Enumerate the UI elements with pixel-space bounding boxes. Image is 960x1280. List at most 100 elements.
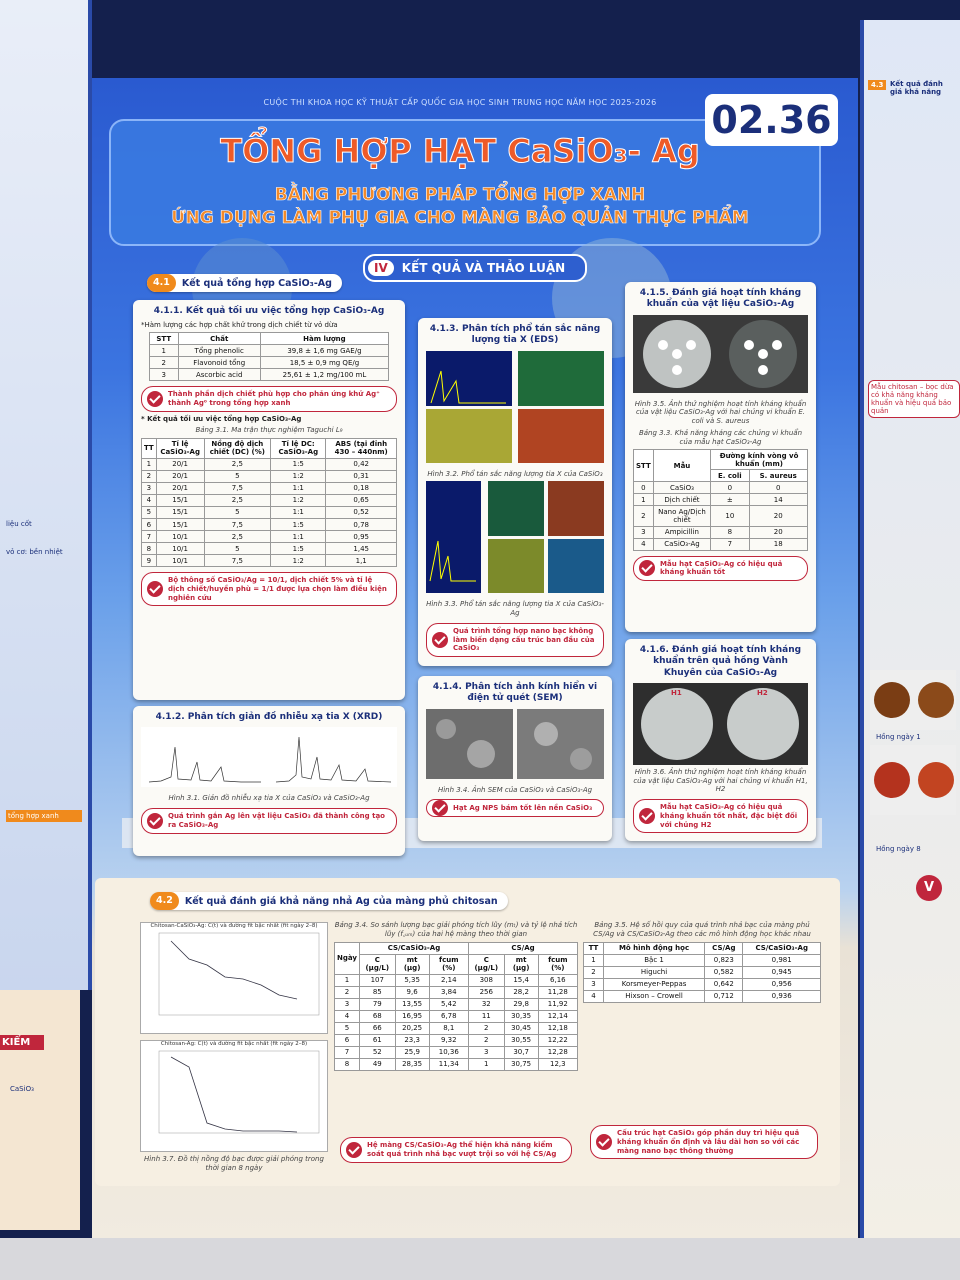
table-cell: 1: [141, 457, 157, 471]
table-cell: 11,28: [537, 985, 579, 999]
table-cell: 7: [141, 530, 157, 544]
panel-title: 4.1.2. Phân tích giản đồ nhiễu xạ tia X …: [155, 712, 383, 722]
right-text: Mẫu chitosan – bọc dừa có khả năng kháng…: [868, 380, 960, 418]
table-cell: 4: [633, 537, 654, 551]
table-cell: Higuchi: [602, 965, 706, 979]
left-text: CaSiO₃: [10, 1085, 34, 1093]
table-cell: 28,2: [503, 985, 539, 999]
table-cell: 49: [358, 1057, 396, 1072]
note: *Hàm lượng các hợp chất khử trong dịch c…: [141, 321, 338, 330]
table-cell: 0,65: [325, 493, 397, 507]
table-cell: 5,35: [394, 973, 430, 987]
table-cell: 11: [467, 1009, 505, 1023]
check-icon: [346, 1141, 362, 1158]
subheader-cell: mt (µg): [394, 953, 430, 975]
table-cell: 2: [149, 356, 179, 370]
chart-image: Chitosan-CaSiO₃-Ag: C(t) và đường fit bậ…: [140, 922, 328, 1034]
callout-text: Cấu trúc hạt CaSiO₃ góp phần duy trì hiệ…: [617, 1129, 800, 1155]
subheader-row: E. coli S. aureus: [634, 469, 808, 483]
callout-text: Quá trình tổng hợp nano bạc không làm bi…: [453, 626, 595, 653]
table-cell: 0,95: [325, 530, 397, 544]
table-row: 3 Korsmeyer-Peppas 0,642 0,956: [583, 977, 821, 991]
panel-title: 4.1.6. Đánh giá hoạt tính kháng khuẩn tr…: [639, 645, 802, 678]
table-cell: 39,8 ± 1,6 mg GAE/g: [259, 344, 390, 358]
table-cell: 3: [149, 368, 179, 382]
table-cell: 2: [141, 469, 157, 483]
panel-411: 4.1.1. Kết quả tối ưu việc tổng hợp CaSi…: [133, 300, 405, 700]
table-cell: 7,5: [203, 518, 272, 532]
callout: Quá trình gắn Ag lên vật liệu CaSiO₃ đã …: [141, 808, 397, 834]
floor: [0, 1238, 960, 1280]
table: TT Tỉ lệ CaSiO₃-Ag Nồng độ dịch chiết (DC)…: [141, 437, 397, 568]
table-cell: 5: [141, 505, 157, 520]
header-cell: STT: [149, 332, 179, 346]
subheader-cell: E. coli: [710, 469, 750, 483]
table-cell: 1:5: [270, 542, 327, 556]
table-cell: 1: [149, 344, 179, 358]
table-cell: 1,45: [325, 542, 397, 556]
caption: Hình 3.6. Ảnh thử nghiệm hoạt tính kháng…: [633, 767, 808, 794]
section-heading: Kết quả đánh giá khả năng nhả Ag của màn…: [184, 895, 498, 907]
table-cell: 1:1: [270, 530, 327, 544]
caption: Hình 3.1. Giản đồ nhiễu xạ tia X của CaS…: [168, 794, 370, 803]
eds-figure-2: [426, 481, 604, 594]
table-cell: Korsmeyer-Peppas: [602, 977, 706, 991]
table-row: 8 10/1 5 1:5 1,45: [141, 542, 397, 556]
table-cell: 61: [358, 1033, 396, 1047]
right-text: 4.3: [868, 80, 887, 90]
table-row: 3 Ascorbic acid 25,61 ± 1,2 mg/100 mL: [149, 368, 390, 382]
table-cell: 12,14: [537, 1009, 579, 1023]
subheader-cell: fcum (%): [428, 953, 469, 975]
section-heading: Kết quả tổng hợp CaSiO₃-Ag: [181, 277, 332, 289]
table-cell: 79: [358, 997, 396, 1011]
right-section-num: V: [916, 875, 942, 901]
table-cell: 5: [203, 505, 272, 520]
caption: Hình 3.7. Đồ thị nồng độ bạc được giải p…: [144, 1155, 324, 1172]
table-cell: 20,25: [394, 1021, 430, 1035]
table-cell: 4: [583, 989, 604, 1003]
panel-413: 4.1.3. Phân tích phổ tán sắc năng lượng …: [418, 318, 612, 666]
header-cell: Ngày: [334, 941, 360, 975]
header-cell: TT: [141, 437, 157, 459]
table-cell: 9: [141, 554, 157, 568]
panel-416: 4.1.6. Đánh giá hoạt tính kháng khuẩn tr…: [625, 639, 816, 841]
table-cell: 0,642: [704, 977, 744, 991]
dish-label: H1: [671, 688, 682, 697]
dishes: [641, 687, 799, 760]
table-cell: 10/1: [155, 554, 205, 568]
table-cell: 23,3: [394, 1033, 430, 1047]
table-row: 4 CaSiO₃-Ag 7 18: [633, 537, 808, 551]
header-row: TT Mô hình động học CS/Ag CS/CaSiO₃-Ag: [583, 941, 821, 955]
callout: Hạt Ag NPS bám tốt lên nền CaSiO₃: [426, 799, 604, 818]
table-cell: 20: [748, 525, 808, 539]
table-cell: 14: [748, 493, 808, 507]
callout-text: Hạt Ag NPS bám tốt lên nền CaSiO₃: [453, 803, 593, 812]
table-cell: CaSiO₃: [652, 481, 712, 495]
callout-text: Thành phần dịch chiết phù hợp cho phản ứ…: [168, 390, 380, 408]
table-cell: 0,52: [325, 505, 397, 520]
table-cell: 2,5: [203, 493, 272, 507]
release-charts: Chitosan-CaSiO₃-Ag: C(t) và đường fit bậ…: [140, 922, 328, 1176]
chart-title: Chitosan-CaSiO₃-Ag: C(t) và đường fit bậ…: [150, 923, 318, 929]
table-cell: 6,16: [537, 973, 579, 987]
table-cell: 2: [334, 985, 360, 999]
table-cell: 11,92: [537, 997, 579, 1011]
section-label: 4.2 Kết quả đánh giá khả năng nhả Ag của …: [150, 892, 508, 910]
table-row: 1 107 5,35 2,14 308 15,4 6,16: [334, 973, 579, 987]
table-cell: Nano Ag/Dịch chiết: [652, 505, 712, 527]
table: Ngày CS/CaSiO₃-Ag CS/Ag C (µg/L) mt (µg) fcum…: [334, 941, 579, 1072]
callout-text: Bộ thông số CaSiO₃/Ag = 10/1, dịch chiết…: [168, 576, 387, 602]
header-cell: Mô hình động học: [602, 941, 706, 955]
table-row: 6 15/1 7,5 1:5 0,78: [141, 518, 397, 532]
left-text: liệu cốt: [6, 520, 32, 528]
table-cell: 30,75: [503, 1057, 539, 1072]
table-row: 1 Tổng phenolic 39,8 ± 1,6 mg GAE/g: [149, 344, 390, 358]
table-cell: ±: [710, 493, 750, 507]
caption: Bảng 3.5. Hệ số hồi quy của quá trình nh…: [593, 921, 811, 938]
data-table: TT Mô hình động học CS/Ag CS/CaSiO₃-Ag 1 Bậc …: [583, 941, 821, 1003]
header-cell: STT: [633, 449, 654, 483]
xrd-figure: [141, 727, 397, 788]
panel-title: 4.1.3. Phân tích phổ tán sắc năng lượng …: [429, 324, 601, 346]
callout: Mẫu hạt CaSiO₃-Ag có hiệu quả kháng khuẩ…: [633, 555, 808, 582]
